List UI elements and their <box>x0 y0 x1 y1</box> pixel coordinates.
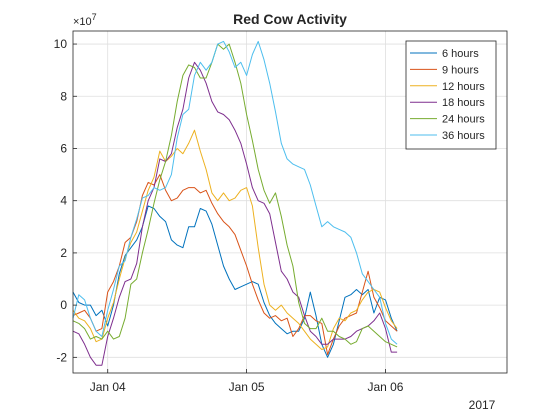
chart-title: Red Cow Activity <box>233 11 347 27</box>
x-tick-label: Jan 04 <box>90 380 126 394</box>
legend-label: 12 hours <box>442 81 485 93</box>
x-tick-label: Jan 05 <box>229 380 265 394</box>
y-tick-label: 0 <box>60 298 67 312</box>
y-tick-label: 10 <box>54 37 68 51</box>
x-year-label: 2017 <box>469 398 496 412</box>
x-tick-label: Jan 06 <box>367 380 403 394</box>
y-tick-label: 6 <box>60 141 67 155</box>
y-tick-label: 4 <box>60 194 67 208</box>
legend-label: 18 hours <box>442 97 485 109</box>
legend-label: 36 hours <box>442 130 485 142</box>
legend-label: 9 hours <box>442 64 479 76</box>
legend-label: 24 hours <box>442 114 485 126</box>
y-tick-label: -2 <box>56 350 67 364</box>
legend: 6 hours 9 hours 12 hours 18 hours 24 hours 36… <box>406 41 496 149</box>
y-tick-label: 2 <box>60 246 67 260</box>
legend-label: 6 hours <box>442 48 479 60</box>
y-tick-label: 8 <box>60 89 67 103</box>
